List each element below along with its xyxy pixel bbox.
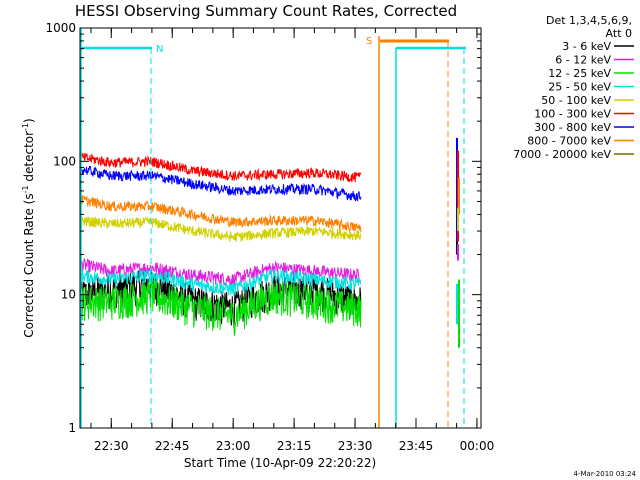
legend-entry-label: 100 - 300 keV [534, 108, 611, 121]
y-axis: 1 10 100 1000 [45, 21, 481, 435]
x-axis-label: Start Time (10-Apr-09 22:20:22) [184, 456, 376, 470]
x-axis: 22:30 22:45 23:00 23:15 23:30 23:45 00:00 [90, 28, 495, 453]
chart-title: HESSI Observing Summary Count Rates, Cor… [75, 2, 457, 20]
series-line-3 [79, 268, 362, 296]
y-axis-label-end: ) [22, 118, 36, 123]
legend-entry-label: 25 - 50 keV [548, 81, 611, 94]
annotation-n: N [156, 44, 163, 55]
y-axis-label: Corrected Count Rate (s-1 detector-1) [21, 118, 36, 337]
x-tick-label: 22:45 [155, 439, 190, 453]
series-line-7 [79, 195, 362, 234]
y-axis-label-main: Corrected Count Rate (s [22, 193, 36, 337]
legend-header-detectors: Det 1,3,4,5,6,9, [546, 14, 632, 27]
x-tick-label: 23:00 [216, 439, 251, 453]
y-tick-label: 100 [53, 154, 76, 168]
x-tick-label: 22:30 [94, 439, 129, 453]
series-line-1 [79, 258, 362, 288]
legend-entry-label: 6 - 12 keV [555, 54, 611, 67]
series-line-2 [79, 278, 362, 337]
x-tick-label: 23:30 [338, 439, 373, 453]
legend-entry-label: 300 - 800 keV [534, 121, 611, 134]
generation-timestamp: 4-Mar-2010 03:24 [574, 470, 637, 478]
y-tick-label: 10 [61, 288, 76, 302]
x-tick-label: 23:45 [399, 439, 434, 453]
y-tick-label: 1000 [45, 21, 76, 35]
x-tick-label: 00:00 [460, 439, 495, 453]
y-axis-label-sup1: -1 [21, 185, 30, 193]
annotation-s: S [366, 36, 372, 47]
series-line-6 [79, 165, 362, 202]
legend-entry-label: 3 - 6 keV [562, 40, 611, 53]
y-axis-label-mid: detector [22, 131, 36, 186]
legend-entry-label: 800 - 7000 keV [527, 135, 611, 148]
y-tick-label: 1 [68, 421, 76, 435]
legend-entry-label: 50 - 100 keV [541, 94, 611, 107]
plot-frame [79, 27, 482, 429]
legend-entry-label: 12 - 25 keV [548, 67, 611, 80]
y-axis-label-sup2: -1 [21, 123, 30, 131]
series-line-4 [79, 216, 362, 242]
plot-area: NS [79, 27, 482, 429]
series-line-5 [79, 152, 362, 183]
legend-entry-label: 7000 - 20000 keV [513, 148, 611, 161]
x-tick-label: 23:15 [277, 439, 312, 453]
legend-header-attenuator: Att 0 [606, 27, 632, 40]
